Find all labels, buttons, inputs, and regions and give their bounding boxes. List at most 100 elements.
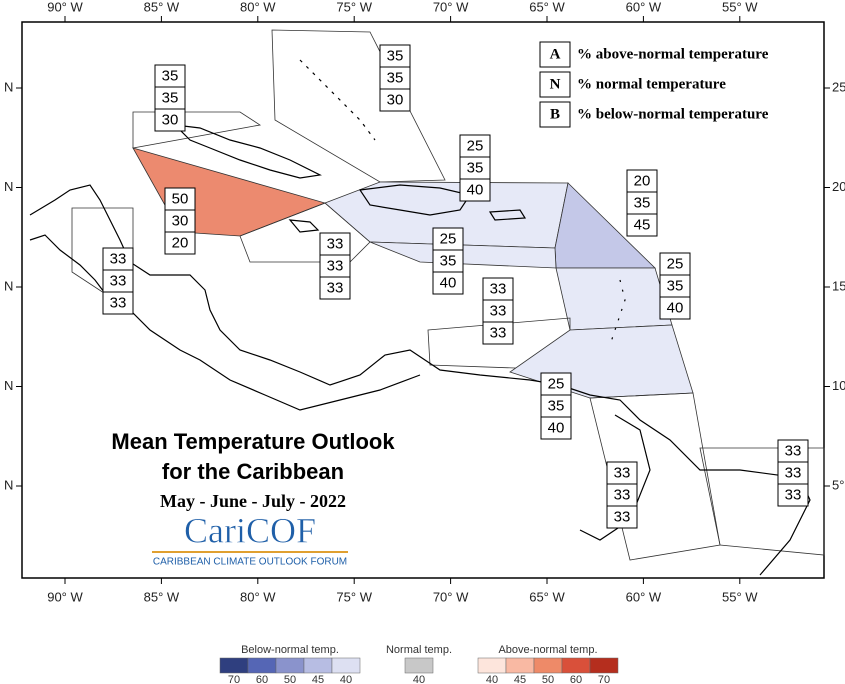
prob-box (482, 321, 514, 345)
prob-value: 25 (467, 137, 484, 154)
legend-tick: 40 (486, 674, 498, 684)
prob-value: 33 (327, 257, 344, 274)
prob-value: 35 (548, 397, 565, 414)
lon-label: 80° W (240, 0, 276, 14)
labels: 90° W 90° W 85° W 85° W 80° W 80° W 75° W 75° W… (4, 0, 845, 604)
prob-box (540, 416, 572, 440)
prob-box (432, 271, 464, 295)
legend-swatch (505, 657, 535, 674)
prob-box (319, 276, 351, 300)
lat-label: N (4, 179, 13, 194)
lon-label: 55° W (722, 589, 758, 604)
lon-label: 55° W (722, 0, 758, 14)
key-box (539, 41, 571, 68)
prob-value: 33 (327, 235, 344, 252)
prob-value: 40 (548, 419, 565, 436)
legend-swatch (477, 657, 507, 674)
prob-value: 33 (785, 464, 802, 481)
legend-tick: 45 (514, 674, 526, 684)
lon-label: 85° W (144, 589, 180, 604)
key-text: % normal temperature (577, 76, 726, 92)
lon-label: 70° W (433, 0, 469, 14)
lon-label: 60° W (626, 589, 662, 604)
prob-value: 33 (110, 250, 127, 267)
prob-value: 33 (785, 442, 802, 459)
prob-value: 40 (667, 299, 684, 316)
prob-value: 35 (387, 47, 404, 64)
prob-value: 33 (490, 280, 507, 297)
prob-value: 33 (327, 279, 344, 296)
prob-box (606, 505, 638, 529)
prob-box (102, 291, 134, 315)
legend-swatch (533, 657, 563, 674)
prob-value: 33 (614, 464, 631, 481)
legend-swatch (247, 657, 277, 674)
prob-box (379, 88, 411, 112)
legend-swatch (219, 657, 249, 674)
lat-label: N (4, 477, 13, 492)
legend-swatch (331, 657, 361, 674)
prob-value: 33 (110, 272, 127, 289)
lat-label: 25 (832, 79, 845, 94)
lat-label: 10 (832, 378, 845, 393)
lat-label: 15 (832, 278, 845, 293)
prob-value: 33 (614, 486, 631, 503)
legend-tick: 45 (312, 674, 324, 684)
prob-value: 30 (387, 91, 404, 108)
logo: CariCOF (184, 510, 316, 550)
legend-swatch (589, 657, 619, 674)
legend-label: Above-normal temp. (498, 644, 597, 656)
regions (71, 29, 825, 561)
prob-value: 35 (387, 69, 404, 86)
legend-swatch (404, 657, 434, 674)
prob-value: 20 (172, 234, 189, 251)
lat-label: N (4, 378, 13, 393)
region (555, 267, 673, 331)
lat-label: 5° (832, 477, 844, 492)
prob-value: 33 (785, 486, 802, 503)
legend-tick: 70 (598, 674, 610, 684)
key-letter: A (550, 46, 561, 62)
key-text: % below-normal temperature (577, 106, 769, 122)
prob-value: 35 (634, 194, 651, 211)
key-text: % above-normal temperature (577, 46, 769, 62)
prob-box (164, 231, 196, 255)
lon-label: 60° W (626, 0, 662, 14)
lat-label: N (4, 278, 13, 293)
prob-value: 35 (667, 277, 684, 294)
prob-value: 25 (667, 255, 684, 272)
legend-label: Below-normal temp. (241, 644, 339, 656)
prob-value: 30 (162, 111, 179, 128)
legend-tick: 40 (413, 674, 425, 684)
lon-label: 90° W (47, 0, 83, 14)
lon-label: 80° W (240, 589, 276, 604)
prob-value: 33 (110, 294, 127, 311)
prob-value: 40 (440, 274, 457, 291)
prob-value: 35 (162, 89, 179, 106)
legend-tick: 60 (570, 674, 582, 684)
region (132, 111, 262, 149)
key-letter: B (550, 106, 560, 122)
prob-value: 50 (172, 190, 189, 207)
legend-swatch (561, 657, 591, 674)
map-frame (21, 21, 825, 579)
prob-box (154, 108, 186, 132)
prob-box (659, 296, 691, 320)
prob-box (459, 178, 491, 202)
legend-tick: 40 (340, 674, 352, 684)
legend-tick: 60 (256, 674, 268, 684)
prob-value: 33 (490, 324, 507, 341)
lon-label: 85° W (144, 0, 180, 14)
lon-label: 70° W (433, 589, 469, 604)
legend-tick: 50 (284, 674, 296, 684)
prob-value: 35 (467, 159, 484, 176)
prob-value: 45 (634, 216, 651, 233)
prob-box (777, 483, 809, 507)
prob-value: 30 (172, 212, 189, 229)
period: May - June - July - 2022 (160, 491, 346, 511)
logo-subtitle: CARIBBEAN CLIMATE OUTLOOK FORUM (153, 557, 347, 568)
legend-label: Normal temp. (386, 644, 452, 656)
key-letter: N (550, 76, 561, 92)
key-box (539, 71, 571, 98)
lat-label: 20 (832, 179, 845, 194)
